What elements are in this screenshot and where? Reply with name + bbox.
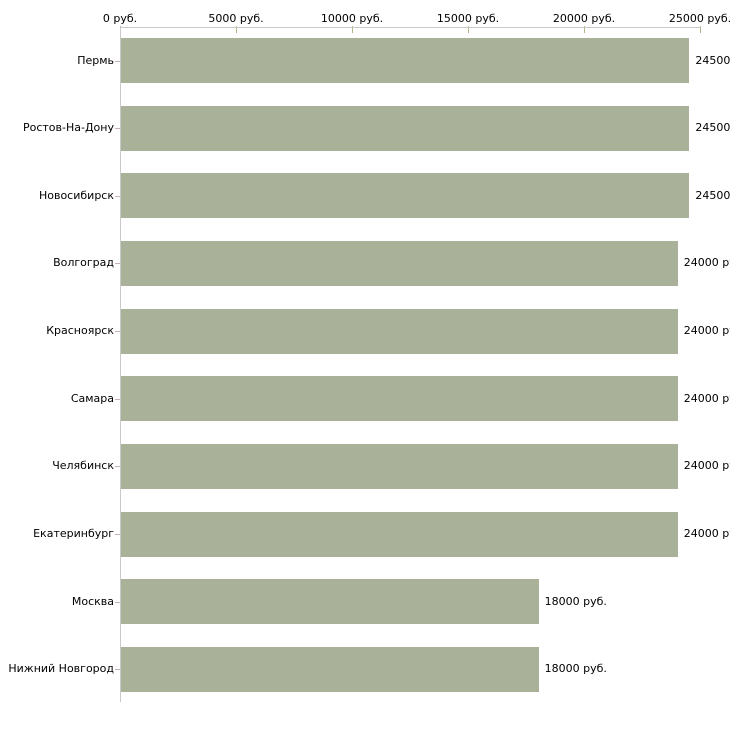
- value-label: 24000 руб.: [683, 324, 730, 338]
- x-axis-tick-mark: [468, 26, 469, 33]
- x-axis-tick-label: 10000 руб.: [320, 12, 384, 25]
- value-label: 24000 руб.: [683, 391, 730, 405]
- x-axis-tick-label: 25000 руб.: [668, 12, 730, 25]
- x-axis-tick-mark: [584, 26, 585, 33]
- y-axis-tick-mark: [115, 60, 120, 62]
- bar: [121, 38, 690, 83]
- value-label: 24000 руб.: [683, 256, 730, 270]
- bar: [121, 511, 678, 557]
- x-axis-tick-mark: [700, 26, 701, 33]
- bar: [121, 308, 678, 354]
- x-axis-tick-mark: [352, 26, 353, 33]
- y-axis-tick-mark: [115, 601, 120, 603]
- y-axis-tick-mark: [115, 128, 120, 130]
- value-label: 24500 руб.: [695, 121, 730, 135]
- y-axis-tick-mark: [115, 398, 120, 400]
- x-axis-tick-label: 5000 руб.: [208, 12, 264, 25]
- bar: [121, 579, 539, 625]
- bar: [121, 376, 678, 422]
- category-label: Нижний Новгород: [8, 662, 114, 676]
- value-label: 24000 руб.: [683, 459, 730, 473]
- category-label: Красноярск: [46, 324, 114, 338]
- x-axis-line: [120, 27, 701, 28]
- bar: [121, 240, 678, 286]
- category-label: Пермь: [77, 53, 114, 67]
- x-axis-tick-label: 20000 руб.: [552, 12, 616, 25]
- x-axis-tick-mark: [236, 26, 237, 33]
- y-axis-tick-mark: [115, 534, 120, 536]
- bar: [121, 646, 539, 692]
- x-axis-tick-label: 15000 руб.: [436, 12, 500, 25]
- category-label: Екатеринбург: [33, 527, 114, 541]
- bar: [121, 105, 690, 151]
- value-label: 24000 руб.: [683, 527, 730, 541]
- y-axis-tick-mark: [115, 263, 120, 265]
- y-axis-tick-mark: [115, 466, 120, 468]
- category-label: Новосибирск: [38, 188, 114, 202]
- y-axis-tick-mark: [115, 195, 120, 197]
- bar: [121, 173, 690, 219]
- bar: [121, 443, 678, 489]
- value-label: 18000 руб.: [544, 594, 607, 608]
- category-label: Волгоград: [53, 256, 114, 270]
- x-axis-tick-label: 0 руб.: [102, 12, 138, 25]
- value-label: 24500 руб.: [695, 188, 730, 202]
- value-label: 18000 руб.: [544, 662, 607, 676]
- category-label: Ростов-На-Дону: [22, 121, 114, 135]
- value-label: 24500 руб.: [695, 53, 730, 67]
- y-axis-tick-mark: [115, 669, 120, 671]
- category-label: Москва: [71, 594, 114, 608]
- y-axis-tick-mark: [115, 331, 120, 333]
- category-label: Самара: [70, 391, 114, 405]
- y-axis-line: [120, 27, 121, 702]
- category-label: Челябинск: [52, 459, 114, 473]
